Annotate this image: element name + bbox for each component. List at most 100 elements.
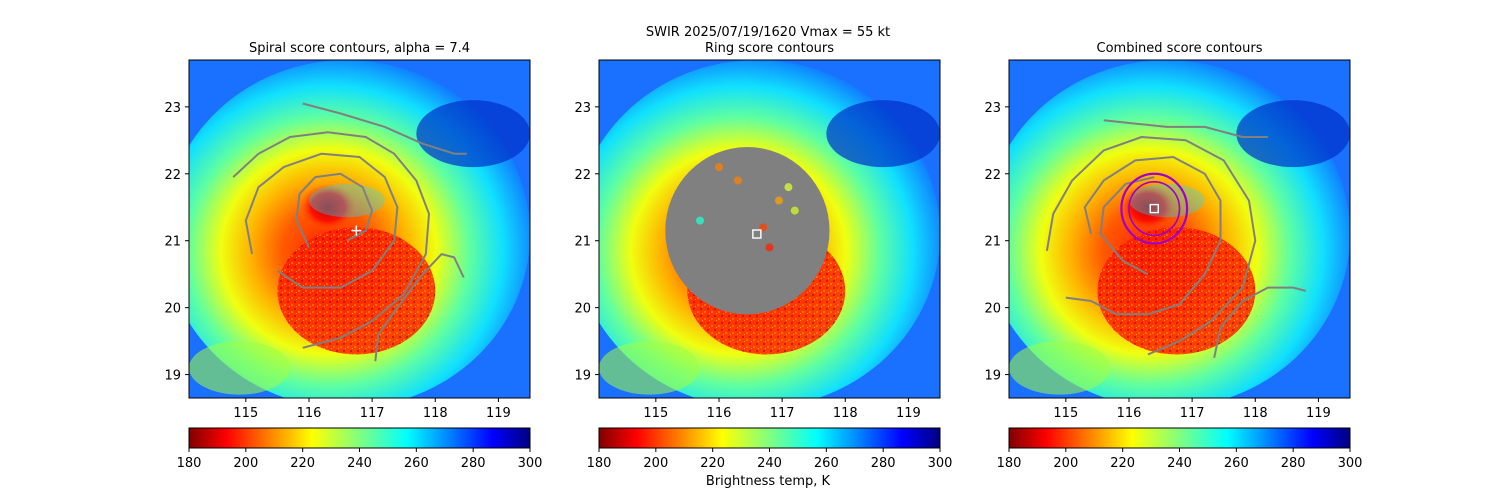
colorbar-tick-label: 200 — [233, 456, 258, 471]
x-tick-label: 115 — [643, 406, 668, 421]
x-tick-label: 116 — [1117, 406, 1142, 421]
colorbar-tick-label: 280 — [1281, 456, 1306, 471]
panel-title: Spiral score contours, alpha = 7.4 — [249, 41, 470, 56]
colorbar-tick-label: 180 — [587, 456, 612, 471]
combined-ring-outer — [1120, 172, 1189, 245]
ring-score-speckle — [784, 183, 793, 192]
y-tick-label: 20 — [574, 302, 591, 317]
x-tick-label: 117 — [360, 406, 385, 421]
x-tick-label: 119 — [896, 406, 921, 421]
center-marker-plus — [351, 225, 362, 236]
inner-core — [299, 183, 357, 231]
colorbar-tick-label: 240 — [757, 456, 782, 471]
y-tick-label: 22 — [164, 168, 181, 183]
panel-title: Combined score contours — [1097, 41, 1263, 56]
spiral-contour — [374, 253, 465, 362]
cloud-band — [189, 341, 291, 395]
cloud-band — [826, 100, 940, 168]
eye-moat — [1128, 183, 1205, 218]
eye-moat — [308, 183, 385, 218]
colorbar-gradient — [598, 427, 941, 449]
colorbar-tick-label: 300 — [518, 456, 543, 471]
cloud-band — [416, 100, 530, 168]
colorbar-tick-label: 260 — [1224, 456, 1249, 471]
colorbar-tick-label: 220 — [700, 456, 725, 471]
ring-score-speckle — [696, 216, 705, 225]
y-tick-label: 21 — [164, 235, 181, 250]
colorbar-1: 180 200 220 240 260 280 300 — [177, 427, 543, 471]
spiral-contour — [232, 131, 430, 349]
y-tick-label: 19 — [984, 369, 1001, 384]
colorbar-gradient — [1008, 427, 1351, 449]
ring-score-disk — [665, 147, 830, 315]
axes-frame — [1008, 59, 1351, 399]
y-tick-label: 22 — [574, 168, 591, 183]
axes-frame — [598, 59, 941, 399]
x-tick-label: 117 — [1180, 406, 1205, 421]
x-tick-label: 116 — [297, 406, 322, 421]
colorbar-gradient — [188, 427, 531, 449]
colorbar-2: 180 200 220 240 260 280 300 — [587, 427, 953, 471]
combined-contour — [1103, 119, 1268, 138]
axes-frame — [188, 59, 531, 399]
cloud-band — [1236, 100, 1350, 168]
colorbar-3: 180 200 220 240 260 280 300 — [997, 427, 1363, 471]
x-tick-label: 118 — [1243, 406, 1268, 421]
x-tick-label: 119 — [1306, 406, 1331, 421]
y-tick-label: 20 — [984, 302, 1001, 317]
colorbar-tick-label: 240 — [347, 456, 372, 471]
colorbar-tick-label: 200 — [643, 456, 668, 471]
center-marker-square — [1149, 203, 1159, 214]
ring-score-speckle — [774, 196, 783, 205]
y-tick-label: 22 — [984, 168, 1001, 183]
spiral-contour — [295, 172, 374, 248]
colorbar-tick-label: 260 — [404, 456, 429, 471]
combined-contour — [1099, 176, 1155, 276]
y-tick-label: 23 — [984, 101, 1001, 116]
y-tick-label: 23 — [574, 101, 591, 116]
satellite-image — [1009, 60, 1350, 398]
colorbar-tick-label: 300 — [928, 456, 953, 471]
center-marker-square — [752, 229, 762, 239]
colorbar-label: Brightness temp, K — [706, 474, 831, 489]
combined-contour — [1045, 136, 1257, 356]
panel-3: Combined score contours 115 116 117 118 119 19… — [984, 41, 1363, 471]
y-tick-label: 19 — [164, 369, 181, 384]
convective-texture — [1097, 227, 1256, 355]
satellite-image — [599, 60, 940, 398]
x-tick-label: 115 — [233, 406, 258, 421]
convective-texture — [277, 227, 436, 355]
cloud-band — [599, 341, 701, 395]
colorbar-tick-label: 220 — [1110, 456, 1135, 471]
cloud-band — [1009, 341, 1111, 395]
ring-score-speckle — [714, 163, 723, 172]
satellite-image — [189, 60, 530, 398]
colorbar-tick-label: 240 — [1167, 456, 1192, 471]
y-tick-label: 21 — [984, 235, 1001, 250]
combined-ring-inner — [1128, 181, 1181, 237]
ring-score-speckle — [733, 176, 742, 185]
panel-1: Spiral score contours, alpha = 7.4 115 116… — [164, 41, 543, 471]
spiral-contour — [302, 102, 467, 155]
figure-suptitle: SWIR 2025/07/19/1620 Vmax = 55 kt — [646, 25, 890, 40]
colorbar-tick-label: 300 — [1338, 456, 1363, 471]
ring-score-speckle — [765, 243, 774, 252]
colorbar-tick-label: 280 — [461, 456, 486, 471]
panel-title: Ring score contours — [705, 41, 834, 56]
inner-core — [1119, 183, 1177, 231]
x-tick-label: 119 — [486, 406, 511, 421]
y-tick-label: 21 — [574, 235, 591, 250]
colorbar-tick-label: 200 — [1053, 456, 1078, 471]
ring-score-speckle — [790, 206, 799, 215]
colorbar-tick-label: 180 — [997, 456, 1022, 471]
spiral-contour — [244, 152, 399, 289]
combined-contour — [1065, 156, 1222, 316]
combined-contour — [1213, 286, 1307, 359]
panel-2: Ring score contours 115 116 117 118 119 19 20 21… — [574, 41, 953, 471]
x-tick-label: 115 — [1053, 406, 1078, 421]
x-tick-label: 117 — [770, 406, 795, 421]
colorbar-tick-label: 260 — [814, 456, 839, 471]
x-tick-label: 118 — [833, 406, 858, 421]
y-tick-label: 19 — [574, 369, 591, 384]
